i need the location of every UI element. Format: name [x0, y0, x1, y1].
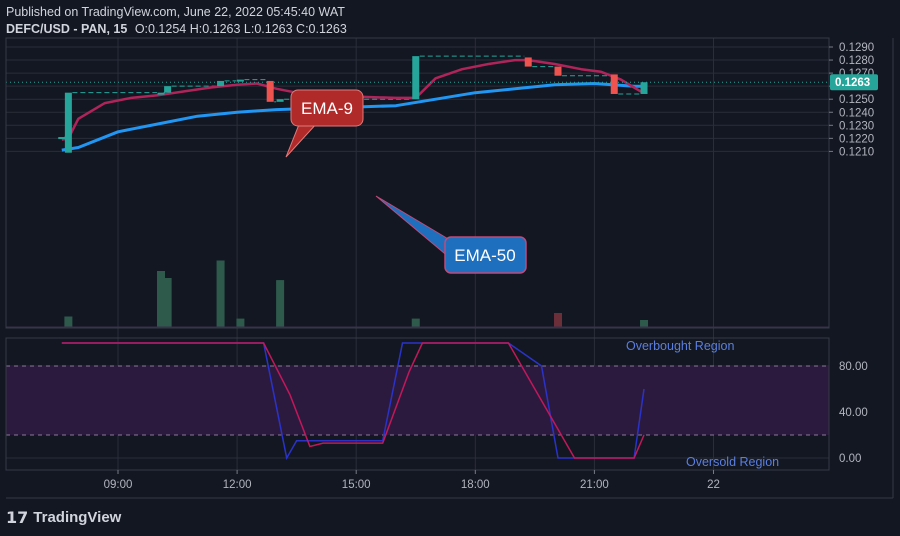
price-tick-label: 0.1280	[839, 55, 874, 67]
indicator-lines	[6, 58, 829, 461]
ema50-callout-text: EMA-50	[454, 246, 515, 265]
symbol-line: DEFC/USD - PAN, 15 O:0.1254 H:0.1263 L:0…	[6, 21, 347, 38]
oversold-label: Oversold Region	[686, 455, 779, 469]
published-line: Published on TradingView.com, June 22, 2…	[6, 5, 345, 19]
price-tick-label: 0.1210	[839, 146, 874, 158]
price-tick-label: 0.1240	[839, 107, 874, 119]
stoch-band	[6, 366, 829, 435]
symbol-title: DEFC/USD - PAN, 15	[6, 22, 128, 36]
price-tick-label: 0.1230	[839, 120, 874, 132]
candle-body	[610, 74, 618, 94]
tradingview-logo-icon: 𝟭𝟳	[6, 508, 29, 527]
stoch-tick-label: 80.00	[839, 361, 868, 373]
candle-body	[217, 80, 225, 87]
candle-body	[164, 86, 172, 93]
tradingview-logo[interactable]: 𝟭𝟳 TradingView	[6, 508, 121, 527]
ema50-callout-box	[444, 236, 527, 274]
ema50-callout-pointer	[375, 195, 451, 260]
volume-bar	[236, 318, 245, 327]
candle-body	[412, 56, 420, 100]
price-tick-label: 0.1250	[839, 94, 874, 106]
brand-name: TradingView	[33, 509, 122, 526]
candle-body	[58, 137, 66, 140]
chart-header: Published on TradingView.com, June 22, 2…	[6, 4, 347, 38]
time-tick-label: 12:00	[223, 479, 252, 491]
volume-bar	[157, 271, 166, 327]
time-tick-label: 21:00	[580, 479, 609, 491]
volume-bar	[64, 316, 73, 327]
candle-level-lines	[6, 55, 829, 436]
candle-body	[64, 92, 72, 153]
stoch-tick-label: 40.00	[839, 407, 868, 419]
axes: 0.12900.12800.12700.12600.12500.12400.12…	[104, 42, 878, 491]
annotations: EMA-9 EMA-50	[285, 89, 527, 274]
last-price-label: 0.1263	[835, 77, 870, 89]
volume-bar	[216, 260, 225, 327]
volume-bars	[6, 260, 829, 328]
stoch-panel-frame	[5, 337, 830, 471]
time-tick-label: 18:00	[461, 479, 490, 491]
price-tick-label: 0.1290	[839, 42, 874, 54]
candles	[58, 56, 648, 153]
candle-body	[266, 80, 274, 102]
volume-bar	[276, 280, 285, 327]
ohlc-values: O:0.1254 H:0.1263 L:0.1263 C:0.1263	[134, 22, 347, 36]
volume-bar	[640, 320, 649, 327]
candle-body	[554, 66, 562, 76]
volume-bar	[554, 313, 563, 327]
panel-frames	[5, 37, 894, 499]
stoch-d-line	[61, 342, 645, 459]
candle-body	[276, 99, 284, 102]
ema9-callout-box	[290, 89, 364, 127]
ema9-callout-text: EMA-9	[301, 99, 353, 118]
stoch-tick-label: 0.00	[839, 453, 861, 465]
time-tick-label: 09:00	[104, 479, 133, 491]
main-panel-frame	[5, 37, 830, 329]
ema9-line	[61, 58, 645, 141]
time-tick-label: 15:00	[342, 479, 371, 491]
time-tick-label: 22	[707, 479, 720, 491]
volume-bar	[163, 278, 172, 327]
overbought-label: Overbought Region	[626, 339, 734, 353]
last-price-box	[830, 74, 878, 91]
candle-body	[157, 92, 165, 95]
candle-body	[640, 82, 648, 94]
candle-body	[236, 79, 244, 82]
price-tick-label: 0.1220	[839, 133, 874, 145]
candle-body	[524, 57, 532, 67]
volume-bar	[411, 318, 420, 327]
